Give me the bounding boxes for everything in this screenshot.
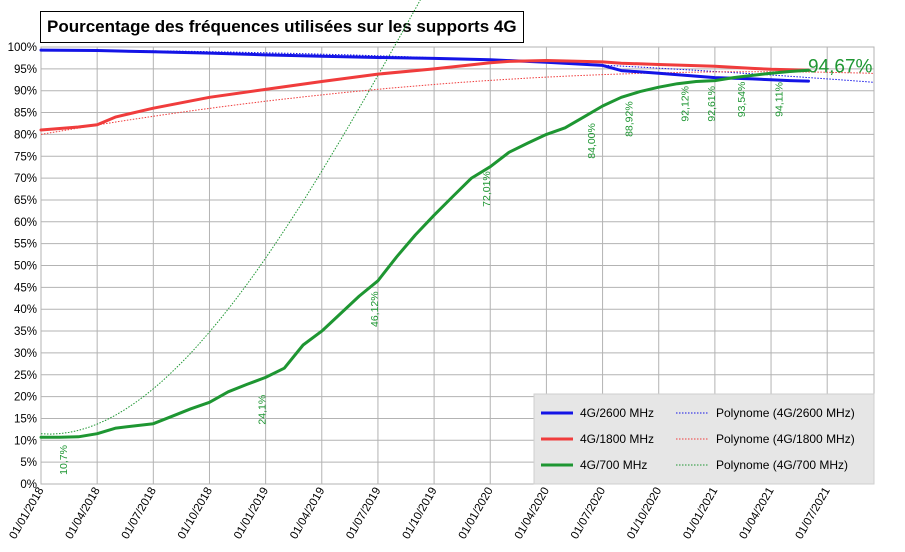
series-line: [39, 68, 810, 439]
y-tick-label: 15%: [14, 413, 37, 425]
trendline: [40, 0, 421, 435]
y-tick-label: 25%: [14, 370, 37, 382]
series-lines: [39, 48, 810, 439]
legend-label: 4G/1800 MHz: [580, 432, 654, 446]
legend-label: 4G/2600 MHz: [580, 406, 654, 420]
x-tick-label: 01/10/2020: [625, 486, 664, 542]
legend-label: Polynome (4G/700 MHz): [716, 458, 848, 472]
y-tick-label: 10%: [14, 435, 37, 447]
x-tick-label: 01/04/2021: [737, 486, 776, 542]
y-tick-label: 60%: [14, 217, 37, 229]
data-label: 72,01%: [481, 171, 493, 207]
x-tick-label: 01/04/2018: [64, 486, 103, 542]
x-tick-label: 01/07/2019: [344, 486, 383, 542]
y-tick-label: 90%: [14, 86, 37, 98]
x-axis-ticks: 01/01/2018 01/04/2018 01/07/2018 01/10/2018…: [7, 486, 832, 542]
y-axis-ticks: 0% 5% 10% 15% 20% 25% 30% 35% 40% 45% 50% 55% 60% 65%…: [8, 42, 37, 491]
data-label: 94,11%: [773, 82, 785, 117]
x-tick-label: 01/07/2020: [569, 486, 608, 542]
data-label: 46,12%: [369, 291, 381, 327]
x-tick-label: 01/10/2019: [401, 486, 440, 542]
y-tick-label: 55%: [14, 239, 37, 251]
x-tick-label: 01/07/2018: [120, 486, 159, 542]
legend-label: 4G/700 MHz: [580, 458, 647, 472]
y-tick-label: 30%: [14, 348, 37, 360]
y-tick-label: 85%: [14, 108, 37, 120]
y-tick-label: 40%: [14, 304, 37, 316]
data-label: 92,61%: [706, 86, 718, 122]
x-tick-label: 01/04/2019: [288, 486, 327, 542]
y-tick-label: 35%: [14, 326, 37, 338]
x-tick-label: 01/04/2020: [513, 486, 552, 542]
y-tick-label: 100%: [8, 42, 37, 54]
y-tick-label: 20%: [14, 392, 37, 404]
y-tick-label: 50%: [14, 261, 37, 273]
y-tick-label: 5%: [20, 457, 37, 469]
legend: 4G/2600 MHz 4G/1800 MHz 4G/700 MHz Polynome…: [533, 393, 875, 485]
y-tick-label: 95%: [14, 64, 37, 76]
series-line: [39, 59, 810, 132]
x-tick-label: 01/07/2021: [794, 486, 833, 542]
data-label: 93,54%: [736, 82, 748, 118]
final-value-label: 94,67%: [808, 56, 873, 77]
y-tick-label: 80%: [14, 129, 37, 141]
legend-label: Polynome (4G/1800 MHz): [716, 432, 855, 446]
x-tick-label: 01/10/2018: [176, 486, 215, 542]
x-tick-label: 01/01/2021: [681, 486, 720, 542]
chart-title: Pourcentage des fréquences utilisées sur…: [40, 11, 524, 43]
data-labels: 10,7% 24,1% 46,12% 72,01% 84,00% 88,92% 92,12%…: [58, 56, 872, 475]
data-label: 92,12%: [680, 86, 692, 122]
y-tick-label: 0%: [20, 479, 37, 491]
x-tick-label: 01/01/2018: [7, 486, 46, 542]
y-tick-label: 45%: [14, 282, 37, 294]
data-label: 88,92%: [624, 101, 636, 137]
x-tick-label: 01/01/2019: [232, 486, 271, 542]
x-tick-label: 01/01/2020: [457, 486, 496, 542]
y-tick-label: 70%: [14, 173, 37, 185]
legend-label: Polynome (4G/2600 MHz): [716, 406, 855, 420]
y-tick-label: 75%: [14, 151, 37, 163]
y-tick-label: 65%: [14, 195, 37, 207]
data-label: 10,7%: [58, 445, 70, 475]
data-label: 24,1%: [257, 395, 269, 425]
data-label: 84,00%: [586, 123, 598, 159]
